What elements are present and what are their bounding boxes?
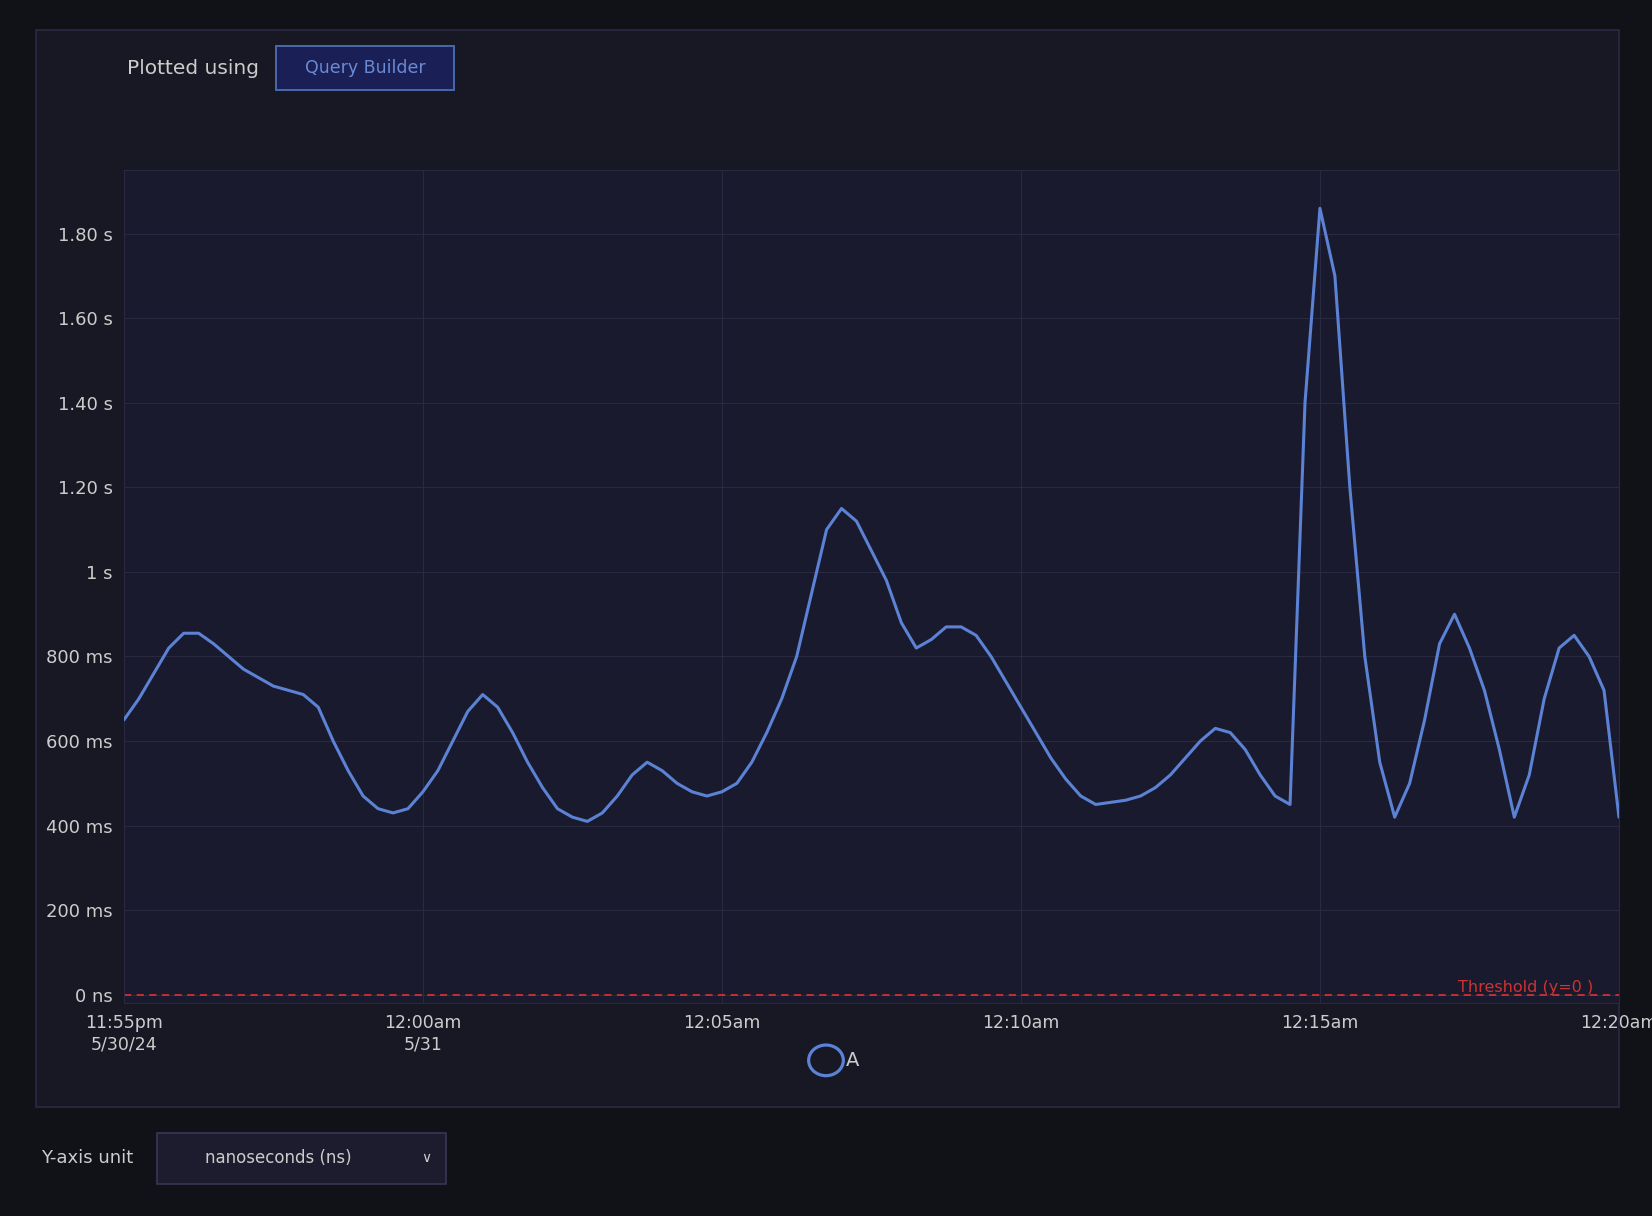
Text: nanoseconds (ns): nanoseconds (ns) bbox=[205, 1149, 352, 1166]
Text: Threshold (y=0 ): Threshold (y=0 ) bbox=[1459, 980, 1594, 995]
Text: Y-axis unit: Y-axis unit bbox=[41, 1149, 134, 1166]
Text: Query Builder: Query Builder bbox=[304, 60, 426, 77]
Text: ∨: ∨ bbox=[421, 1150, 431, 1165]
Text: Plotted using: Plotted using bbox=[127, 58, 259, 78]
Text: A: A bbox=[846, 1051, 859, 1070]
